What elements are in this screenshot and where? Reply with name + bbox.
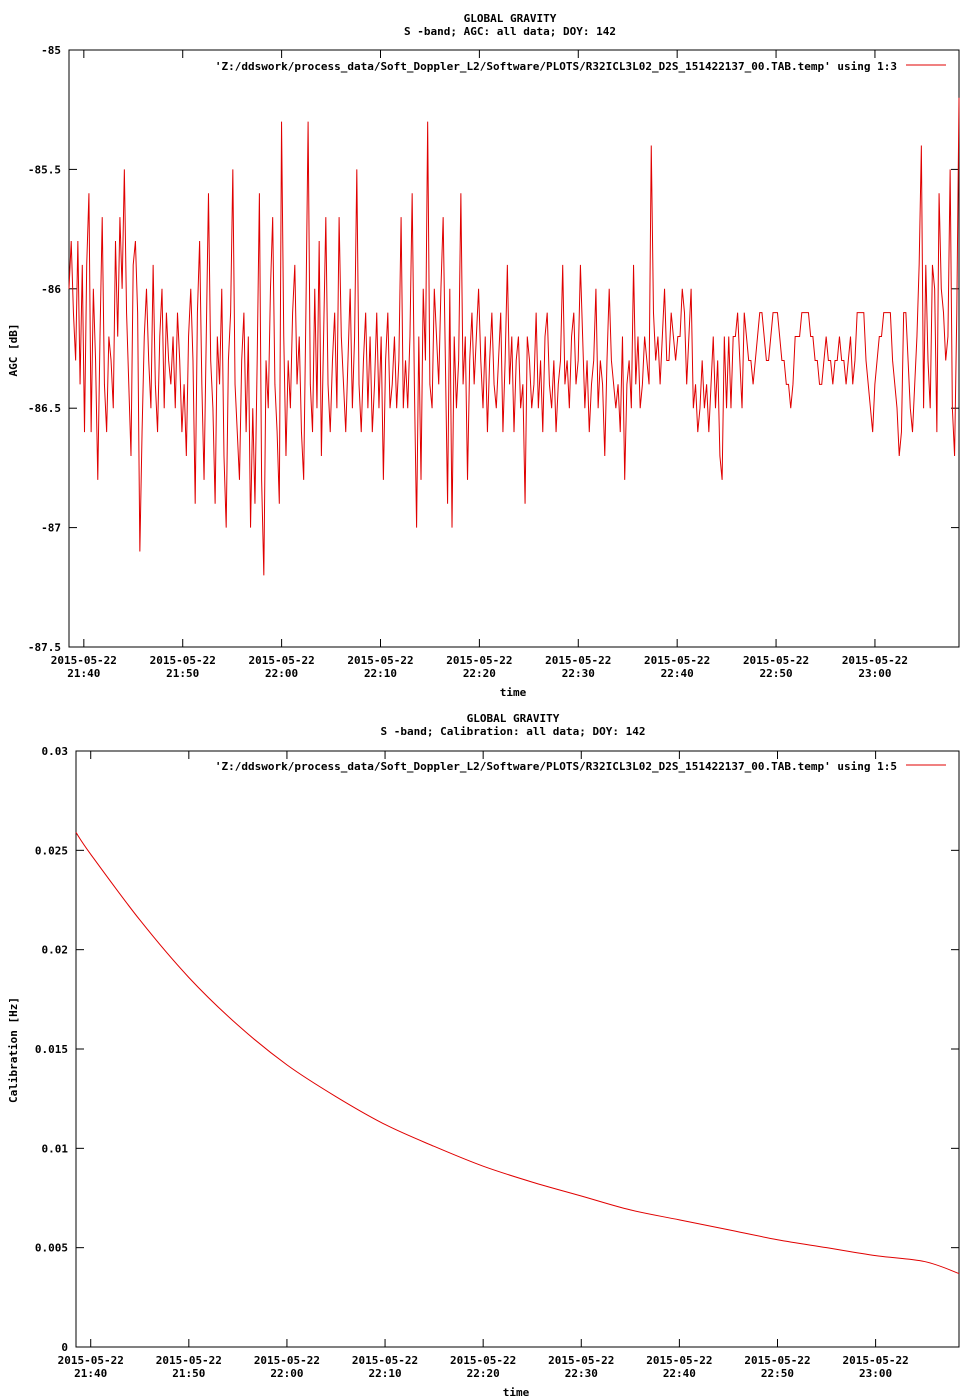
- calibration-chart-title: GLOBAL GRAVITY: [467, 712, 560, 725]
- calibration-x-tick-date: 2015-05-22: [842, 1354, 908, 1367]
- calibration-x-tick-date: 2015-05-22: [254, 1354, 320, 1367]
- agc-x-tick-date: 2015-05-22: [743, 654, 809, 667]
- calibration-y-tick-label: 0.01: [42, 1142, 69, 1155]
- agc-x-tick-time: 22:10: [364, 667, 397, 680]
- calibration-chart-subtitle: S -band; Calibration: all data; DOY: 142: [381, 725, 646, 738]
- calibration-legend-label: 'Z:/ddswork/process_data/Soft_Doppler_L2…: [215, 760, 897, 773]
- agc-x-tick-time: 22:20: [463, 667, 496, 680]
- calibration-legend: 'Z:/ddswork/process_data/Soft_Doppler_L2…: [215, 760, 946, 773]
- agc-x-tick-time: 21:50: [166, 667, 199, 680]
- agc-x-tick-time: 22:00: [265, 667, 298, 680]
- agc-legend: 'Z:/ddswork/process_data/Soft_Doppler_L2…: [215, 60, 946, 73]
- calibration-y-axis-label: Calibration [Hz]: [7, 997, 20, 1103]
- calibration-y-tick-label: 0.025: [35, 844, 68, 857]
- calibration-x-tick-time: 22:00: [270, 1367, 303, 1380]
- calibration-x-axis-label: time: [503, 1386, 530, 1399]
- agc-x-tick-date: 2015-05-22: [842, 654, 908, 667]
- calibration-y-tick-label: 0.005: [35, 1242, 68, 1255]
- agc-x-tick-time: 23:00: [858, 667, 891, 680]
- calibration-y-ticks: 0.03 0.025 0.02 0.015 0.01 0.005 0: [35, 745, 959, 1354]
- agc-x-tick-date: 2015-05-22: [446, 654, 512, 667]
- calibration-x-tick-time: 22:50: [761, 1367, 794, 1380]
- calibration-x-tick-time: 23:00: [859, 1367, 892, 1380]
- agc-x-tick-date: 2015-05-22: [347, 654, 413, 667]
- calibration-x-tick-time: 21:40: [74, 1367, 107, 1380]
- calibration-y-tick-label: 0: [61, 1341, 68, 1354]
- agc-y-tick-label: -87: [41, 522, 61, 535]
- agc-chart: GLOBAL GRAVITY S -band; AGC: all data; D…: [7, 12, 960, 699]
- agc-y-ticks: -85 -85.5 -86 -86.5 -87 -87.5: [28, 44, 959, 654]
- calibration-x-tick-date: 2015-05-22: [450, 1354, 516, 1367]
- calibration-x-tick-date: 2015-05-22: [646, 1354, 712, 1367]
- calibration-x-tick-time: 22:20: [467, 1367, 500, 1380]
- agc-y-tick-label: -86: [41, 283, 61, 296]
- agc-chart-title: GLOBAL GRAVITY: [464, 12, 557, 25]
- agc-y-tick-label: -86.5: [28, 402, 61, 415]
- agc-y-axis-label: AGC [dB]: [7, 324, 20, 377]
- calibration-x-tick-date: 2015-05-22: [352, 1354, 418, 1367]
- agc-x-tick-time: 21:40: [67, 667, 100, 680]
- calibration-x-tick-time: 22:10: [368, 1367, 401, 1380]
- calibration-chart: GLOBAL GRAVITY S -band; Calibration: all…: [7, 712, 960, 1399]
- agc-plot-frame: [68, 49, 960, 648]
- calibration-y-tick-label: 0.02: [42, 944, 69, 957]
- calibration-plot-frame: [75, 750, 960, 1348]
- agc-x-tick-date: 2015-05-22: [51, 654, 117, 667]
- calibration-x-tick-date: 2015-05-22: [744, 1354, 810, 1367]
- agc-y-tick-label: -85: [41, 44, 61, 57]
- agc-x-tick-time: 22:30: [562, 667, 595, 680]
- agc-chart-subtitle: S -band; AGC: all data; DOY: 142: [404, 25, 616, 38]
- agc-y-tick-label: -87.5: [28, 641, 61, 654]
- agc-series-line: [68, 97, 960, 576]
- calibration-x-tick-time: 22:40: [663, 1367, 696, 1380]
- calibration-x-ticks: 2015-05-2221:402015-05-2221:502015-05-22…: [58, 751, 909, 1380]
- agc-x-tick-date: 2015-05-22: [644, 654, 710, 667]
- calibration-x-tick-time: 22:30: [565, 1367, 598, 1380]
- agc-x-tick-time: 22:50: [759, 667, 792, 680]
- calibration-x-tick-time: 21:50: [172, 1367, 205, 1380]
- agc-x-ticks: 2015-05-2221:402015-05-2221:502015-05-22…: [51, 50, 908, 680]
- calibration-x-tick-date: 2015-05-22: [58, 1354, 124, 1367]
- agc-x-tick-date: 2015-05-22: [248, 654, 314, 667]
- calibration-y-tick-label: 0.03: [42, 745, 69, 758]
- agc-x-axis-label: time: [500, 686, 527, 699]
- agc-x-tick-date: 2015-05-22: [545, 654, 611, 667]
- calibration-y-tick-label: 0.015: [35, 1043, 68, 1056]
- calibration-series-line: [75, 832, 960, 1274]
- calibration-x-tick-date: 2015-05-22: [548, 1354, 614, 1367]
- agc-y-tick-label: -85.5: [28, 163, 61, 176]
- agc-x-tick-time: 22:40: [661, 667, 694, 680]
- agc-x-tick-date: 2015-05-22: [150, 654, 216, 667]
- calibration-x-tick-date: 2015-05-22: [156, 1354, 222, 1367]
- agc-legend-label: 'Z:/ddswork/process_data/Soft_Doppler_L2…: [215, 60, 897, 73]
